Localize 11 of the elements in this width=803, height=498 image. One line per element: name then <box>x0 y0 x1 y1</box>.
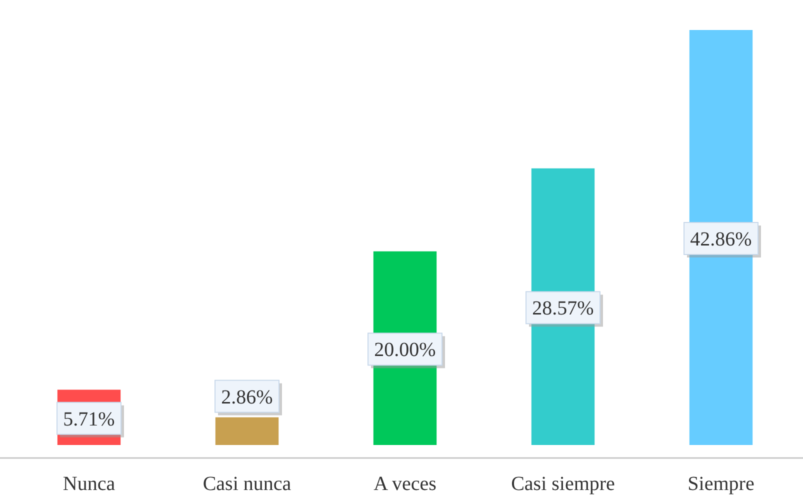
data-label: 5.71% <box>63 408 115 430</box>
x-tick-label: Siempre <box>688 473 754 495</box>
data-label: 42.86% <box>690 228 752 250</box>
x-tick-label: Nunca <box>62 473 116 495</box>
x-tick-label: Casi nunca <box>202 473 292 495</box>
bar <box>215 417 279 445</box>
x-tick-label: A veces <box>374 473 437 495</box>
data-label: 20.00% <box>374 339 436 362</box>
x-tick-label: Casi siempre <box>511 473 616 495</box>
data-label: 2.86% <box>221 386 273 408</box>
data-label: 28.57% <box>532 298 594 320</box>
